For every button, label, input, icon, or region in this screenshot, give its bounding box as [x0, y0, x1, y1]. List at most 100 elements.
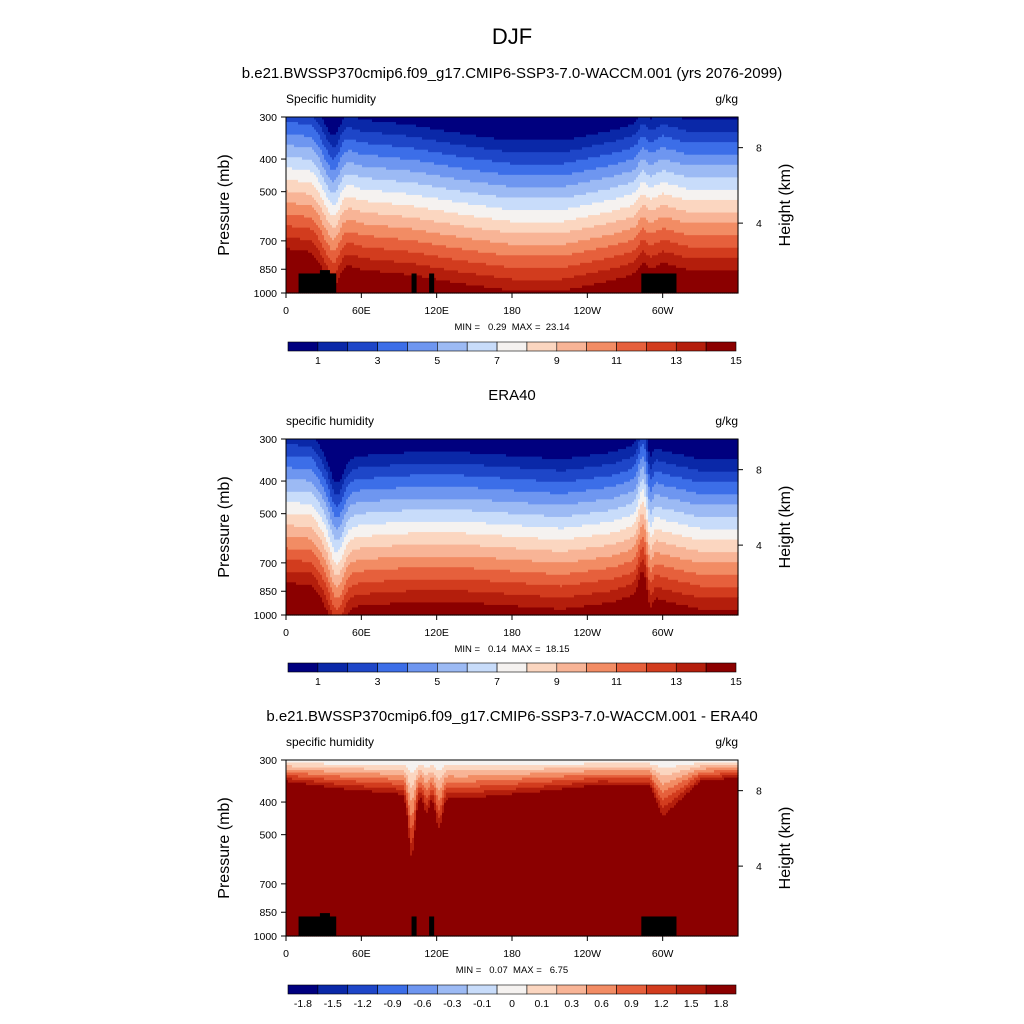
contour-cell	[544, 232, 547, 246]
contour-cell	[378, 557, 381, 571]
contour-cell	[548, 164, 551, 176]
contour-cell	[360, 132, 363, 143]
contour-cell	[712, 177, 715, 191]
contour-cell	[302, 439, 305, 448]
contour-cell	[448, 567, 451, 581]
contour-cell	[684, 142, 687, 156]
contour-cell	[530, 187, 533, 199]
contour-cell	[404, 579, 407, 593]
contour-cell	[532, 187, 535, 199]
contour-cell	[462, 589, 465, 604]
contour-cell	[514, 232, 517, 246]
contour-cell	[476, 544, 479, 558]
contour-cell	[476, 147, 479, 161]
contour-cell	[410, 521, 413, 533]
contour-cell	[318, 192, 321, 206]
contour-cell	[710, 164, 713, 178]
contour-cell	[420, 207, 423, 221]
contour-cell	[434, 474, 437, 488]
contour-cell	[390, 511, 393, 523]
contour-cell	[506, 117, 509, 141]
contour-cell	[294, 227, 297, 239]
contour-cell	[482, 439, 485, 455]
contour-cell	[358, 466, 361, 480]
contour-cell	[352, 607, 355, 616]
contour-cell	[640, 252, 643, 266]
contour-cell	[452, 144, 455, 156]
contour-cell	[600, 282, 603, 294]
contour-cell	[602, 167, 605, 178]
contour-cell	[374, 154, 377, 168]
contour-cell	[694, 212, 697, 224]
contour-cell	[640, 230, 643, 241]
contour-cell	[544, 280, 547, 292]
contour-cell	[360, 189, 363, 201]
contour-cell	[428, 152, 431, 163]
contour-cell	[400, 272, 403, 294]
contour-cell	[502, 242, 505, 256]
contour-cell	[406, 486, 409, 500]
contour-cell	[602, 270, 605, 284]
contour-cell	[386, 604, 389, 616]
contour-cell	[496, 534, 499, 548]
contour-cell	[426, 544, 429, 558]
contour-cell	[406, 182, 409, 196]
contour-cell	[578, 265, 581, 276]
contour-cell	[464, 476, 467, 488]
contour-cell	[432, 232, 435, 246]
contour-cell	[510, 174, 513, 188]
contour-cell	[720, 270, 723, 294]
contour-cell	[690, 132, 693, 143]
contour-cell	[350, 504, 353, 518]
contour-cell	[432, 129, 435, 141]
contour-cell	[464, 260, 467, 274]
contour-cell	[366, 117, 369, 121]
contour-cell	[508, 290, 511, 294]
contour-cell	[624, 117, 627, 128]
contour-cell	[314, 544, 317, 556]
contour-cell	[388, 521, 391, 536]
contour-cell	[550, 152, 553, 166]
contour-cell	[382, 604, 385, 616]
contour-cell	[624, 242, 627, 254]
contour-cell	[342, 142, 345, 156]
contour-cell	[432, 220, 435, 234]
contour-cell	[638, 139, 641, 153]
contour-cell	[494, 230, 497, 244]
contour-cell	[300, 147, 303, 158]
contour-cell	[286, 456, 289, 468]
contour-cell	[440, 235, 443, 246]
contour-cell	[378, 179, 381, 191]
contour-cell	[336, 552, 339, 566]
contour-cell	[330, 506, 333, 521]
contour-cell	[350, 587, 353, 598]
contour-cell	[326, 174, 329, 186]
contour-cell	[324, 479, 327, 493]
contour-cell	[550, 267, 553, 282]
contour-cell	[342, 439, 345, 475]
contour-cell	[428, 117, 431, 128]
contour-cell	[418, 159, 421, 173]
contour-cell	[288, 501, 291, 516]
contour-cell	[430, 197, 433, 211]
contour-cell	[608, 222, 611, 236]
contour-cell	[520, 267, 523, 282]
contour-cell	[620, 127, 623, 141]
contour-cell	[722, 142, 725, 156]
contour-cell	[588, 169, 591, 183]
contour-cell	[358, 164, 361, 178]
contour-cell	[440, 486, 443, 500]
contour-cell	[326, 117, 329, 128]
contour-cell	[436, 439, 439, 453]
contour-cell	[470, 592, 473, 604]
contour-cell	[376, 260, 379, 271]
contour-cell	[578, 230, 581, 241]
contour-cell	[378, 260, 381, 271]
contour-cell	[394, 157, 397, 171]
contour-cell	[670, 242, 673, 254]
contour-cell	[368, 257, 371, 271]
contour-cell	[584, 250, 587, 264]
contour-cell	[476, 592, 479, 604]
contour-cell	[578, 117, 581, 138]
contour-cell	[684, 119, 687, 131]
